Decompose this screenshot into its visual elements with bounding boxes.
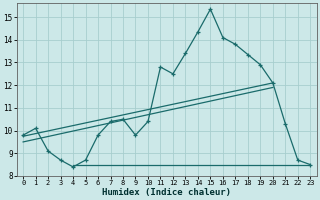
X-axis label: Humidex (Indice chaleur): Humidex (Indice chaleur) bbox=[102, 188, 231, 197]
